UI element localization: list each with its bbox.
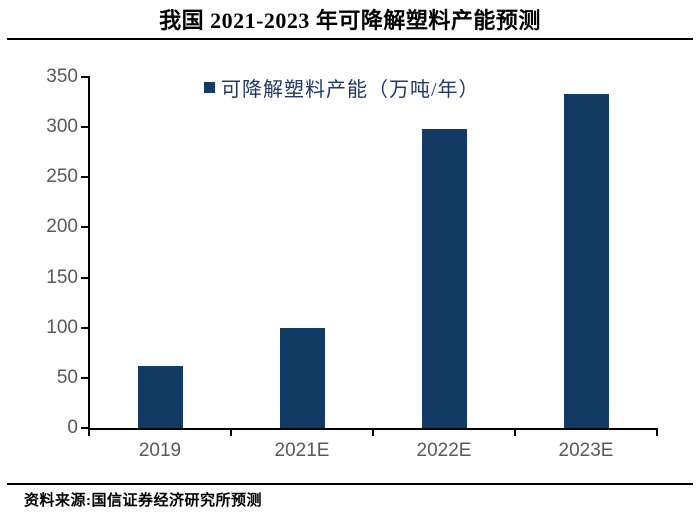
x-axis-label: 2021E (274, 440, 330, 461)
chart-title: 我国 2021-2023 年可降解塑料产能预测 (159, 8, 541, 33)
y-tick-mark (81, 126, 88, 129)
x-tick-mark (88, 428, 90, 436)
y-axis-label: 350 (46, 66, 78, 87)
y-tick-mark (81, 326, 88, 329)
x-tick-mark (514, 428, 516, 436)
bar-2023E (563, 94, 609, 428)
y-tick-mark (81, 427, 88, 429)
x-axis-label: 2022E (416, 440, 472, 461)
footer-divider-line (7, 483, 693, 485)
legend-label: 可降解塑料产能（万吨/年） (221, 79, 480, 101)
y-tick-mark (81, 376, 88, 379)
y-axis-label: 0 (67, 417, 78, 438)
y-axis-label: 150 (46, 266, 78, 288)
x-tick-mark (230, 428, 232, 436)
bar-2022E (421, 129, 467, 428)
y-axis-label: 100 (46, 316, 78, 338)
y-tick-mark (81, 226, 88, 229)
y-axis-line (88, 76, 90, 430)
x-axis-label: 2023E (558, 440, 614, 461)
bar-2019 (137, 365, 183, 428)
source-note: 资料来源:国信证券经济研究所预测 (24, 493, 262, 509)
y-axis-label: 250 (46, 166, 78, 188)
x-tick-mark (372, 428, 374, 436)
y-tick-mark (81, 176, 88, 179)
y-axis-label: 50 (56, 366, 78, 388)
x-axis-label: 2019 (138, 440, 182, 461)
title-divider-line (7, 38, 693, 40)
bar-2021E (279, 327, 325, 428)
y-axis-label: 200 (46, 216, 78, 238)
y-axis-label: 300 (46, 116, 78, 138)
chart-legend: 可降解塑料产能（万吨/年） (204, 73, 480, 102)
y-tick-mark (81, 276, 88, 279)
x-tick-mark (656, 428, 658, 436)
y-tick-mark (81, 76, 88, 78)
legend-square-icon (204, 82, 215, 93)
